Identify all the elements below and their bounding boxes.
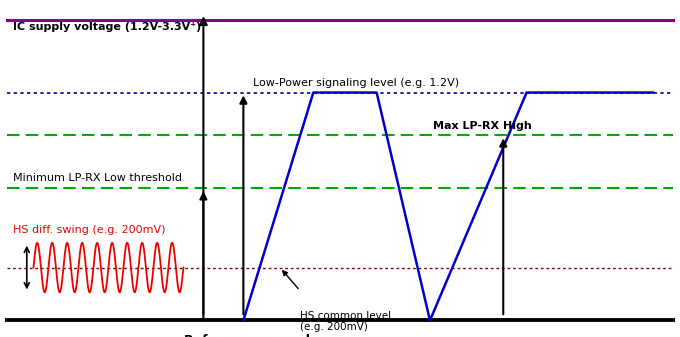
Text: Reference ground: Reference ground [184, 334, 309, 337]
Text: HS diff. swing (e.g. 200mV): HS diff. swing (e.g. 200mV) [14, 224, 166, 235]
Text: HS common level
(e.g. 200mV): HS common level (e.g. 200mV) [300, 310, 391, 332]
Text: Minimum LP-RX Low threshold: Minimum LP-RX Low threshold [14, 173, 182, 183]
Text: IC supply voltage (1.2V-3.3V⁺): IC supply voltage (1.2V-3.3V⁺) [14, 22, 202, 32]
Text: Low-Power signaling level (e.g. 1.2V): Low-Power signaling level (e.g. 1.2V) [254, 78, 460, 88]
Text: Max LP-RX High: Max LP-RX High [433, 121, 532, 130]
